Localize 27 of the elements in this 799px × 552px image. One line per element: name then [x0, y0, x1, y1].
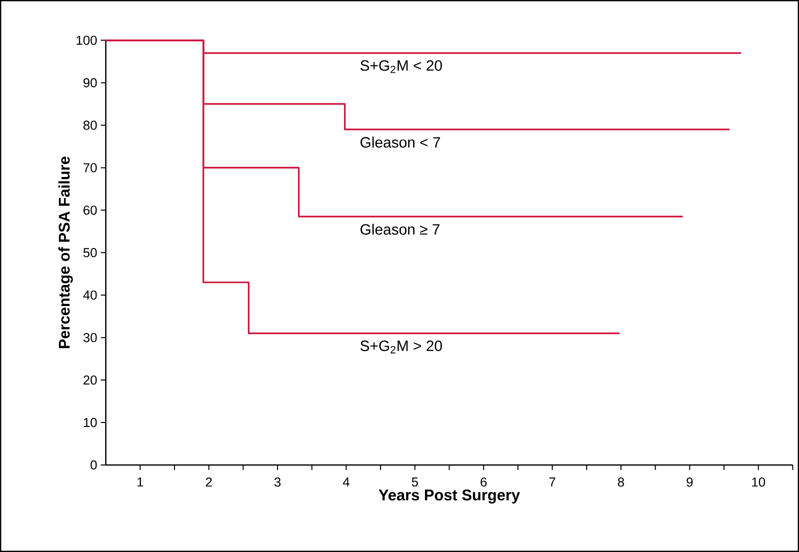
y-tick-label: 40 — [83, 290, 97, 300]
y-tick-label: 90 — [83, 78, 97, 88]
x-axis-title: Years Post Surgery — [378, 490, 520, 504]
y-tick-label: 10 — [84, 418, 97, 428]
y-tick-label: 50 — [83, 248, 97, 258]
x-tick-label: 6 — [480, 478, 487, 487]
y-tick-label: 0 — [90, 460, 97, 470]
y-tick-label: 80 — [83, 120, 97, 130]
series-label: S+G$_{2}$M > 20 — [360, 340, 442, 354]
y-tick-label: 60 — [84, 206, 97, 215]
y-axis-title: Percentage of PSA Failure — [58, 156, 73, 348]
x-tick-label: 5 — [412, 478, 418, 487]
series-label: Gleason < 7 — [360, 136, 440, 148]
y-tick-label: 100 — [76, 36, 97, 45]
x-tick-label: 10 — [752, 478, 766, 487]
x-tick-label: 7 — [549, 478, 556, 486]
series-label: S+G$_{2}$M < 20 — [360, 60, 442, 74]
x-tick-label: 2 — [206, 478, 212, 487]
x-tick-label: 9 — [686, 478, 693, 487]
x-tick-label: 8 — [618, 478, 624, 487]
y-tick-label: 20 — [84, 375, 97, 385]
x-tick-label: 4 — [342, 478, 350, 486]
series-label: Gleason ≥ 7 — [360, 224, 440, 235]
x-tick-label: 1 — [138, 478, 144, 486]
x-tick-label: 3 — [274, 478, 281, 487]
y-tick-label: 70 — [84, 163, 97, 172]
y-tick-label: 30 — [83, 332, 97, 342]
